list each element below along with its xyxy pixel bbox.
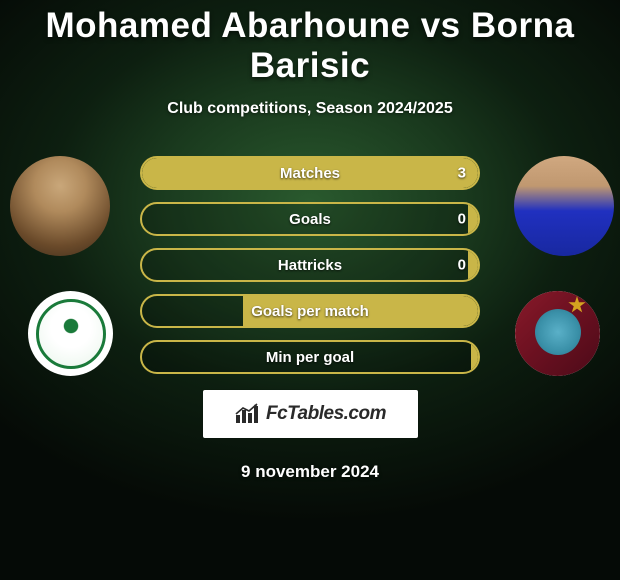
avatar-image [514, 156, 614, 256]
stat-label: Min per goal [266, 349, 354, 366]
content-root: Mohamed Abarhoune vs Borna Barisic Club … [0, 0, 620, 580]
club-left-badge [28, 291, 113, 376]
brand-box[interactable]: FcTables.com [203, 390, 418, 438]
stat-value-right: 0 [458, 211, 466, 228]
subtitle: Club competitions, Season 2024/2025 [0, 100, 620, 118]
stat-label: Matches [280, 165, 340, 182]
player-right-avatar [514, 156, 614, 256]
stat-fill-right [468, 250, 478, 280]
stat-label: Goals per match [251, 303, 369, 320]
stat-row: Hattricks 0 [140, 248, 480, 282]
player-left-avatar [10, 156, 110, 256]
avatar-image [10, 156, 110, 256]
chart-icon [234, 403, 260, 425]
stat-value-right: 3 [458, 165, 466, 182]
comparison-main: Matches 3 Goals 0 Hattricks 0 Goals per match M… [0, 156, 620, 482]
stat-row: Min per goal [140, 340, 480, 374]
club-badge-graphic [36, 299, 106, 369]
stat-fill-right [468, 204, 478, 234]
stat-label: Hattricks [278, 257, 342, 274]
club-right-badge [515, 291, 600, 376]
stat-row: Matches 3 [140, 156, 480, 190]
date-text: 9 november 2024 [0, 462, 620, 482]
brand-text: FcTables.com [266, 403, 386, 425]
club-badge-graphic [515, 291, 600, 376]
stats-list: Matches 3 Goals 0 Hattricks 0 Goals per match M… [140, 156, 480, 374]
page-title: Mohamed Abarhoune vs Borna Barisic [0, 0, 620, 86]
stat-row: Goals per match [140, 294, 480, 328]
stat-row: Goals 0 [140, 202, 480, 236]
stat-label: Goals [289, 211, 331, 228]
stat-value-right: 0 [458, 257, 466, 274]
stat-fill-right [471, 342, 478, 372]
